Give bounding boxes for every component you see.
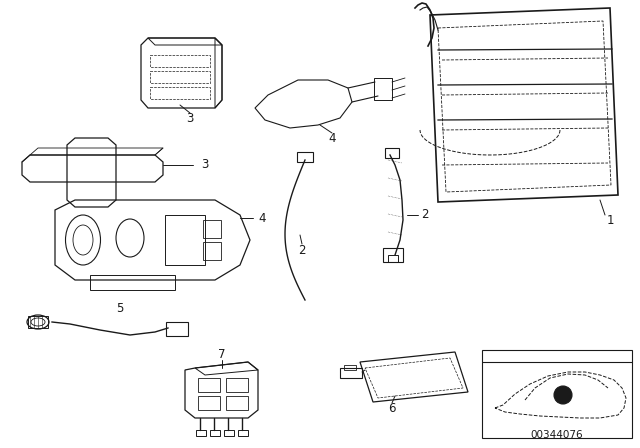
Bar (203, 242, 221, 260)
Bar (198, 378, 220, 392)
Bar (238, 430, 248, 436)
Bar (210, 430, 220, 436)
Bar (150, 71, 210, 83)
Bar (198, 396, 220, 410)
Text: 7: 7 (218, 349, 226, 362)
Bar (226, 396, 248, 410)
Bar (203, 220, 221, 238)
Circle shape (554, 386, 572, 404)
Bar (388, 255, 398, 262)
Bar (150, 87, 210, 99)
Bar (196, 430, 206, 436)
Bar (150, 55, 210, 67)
Text: 4: 4 (259, 211, 266, 224)
Text: 3: 3 (202, 159, 209, 172)
Bar (383, 248, 403, 262)
Text: 4: 4 (328, 132, 336, 145)
Text: 2: 2 (421, 208, 429, 221)
Bar (297, 152, 313, 162)
Text: 3: 3 (186, 112, 194, 125)
Bar (340, 368, 362, 378)
Text: 5: 5 (116, 302, 124, 314)
Text: 6: 6 (388, 401, 396, 414)
Text: 1: 1 (606, 214, 614, 227)
Bar (344, 365, 356, 370)
Bar (224, 430, 234, 436)
Bar (166, 322, 188, 336)
Bar (165, 215, 205, 265)
Text: 00344076: 00344076 (531, 430, 583, 440)
Bar (385, 148, 399, 158)
Bar (28, 316, 48, 328)
Bar (482, 350, 632, 438)
Bar (374, 78, 392, 100)
Bar (226, 378, 248, 392)
Text: 2: 2 (298, 244, 306, 257)
